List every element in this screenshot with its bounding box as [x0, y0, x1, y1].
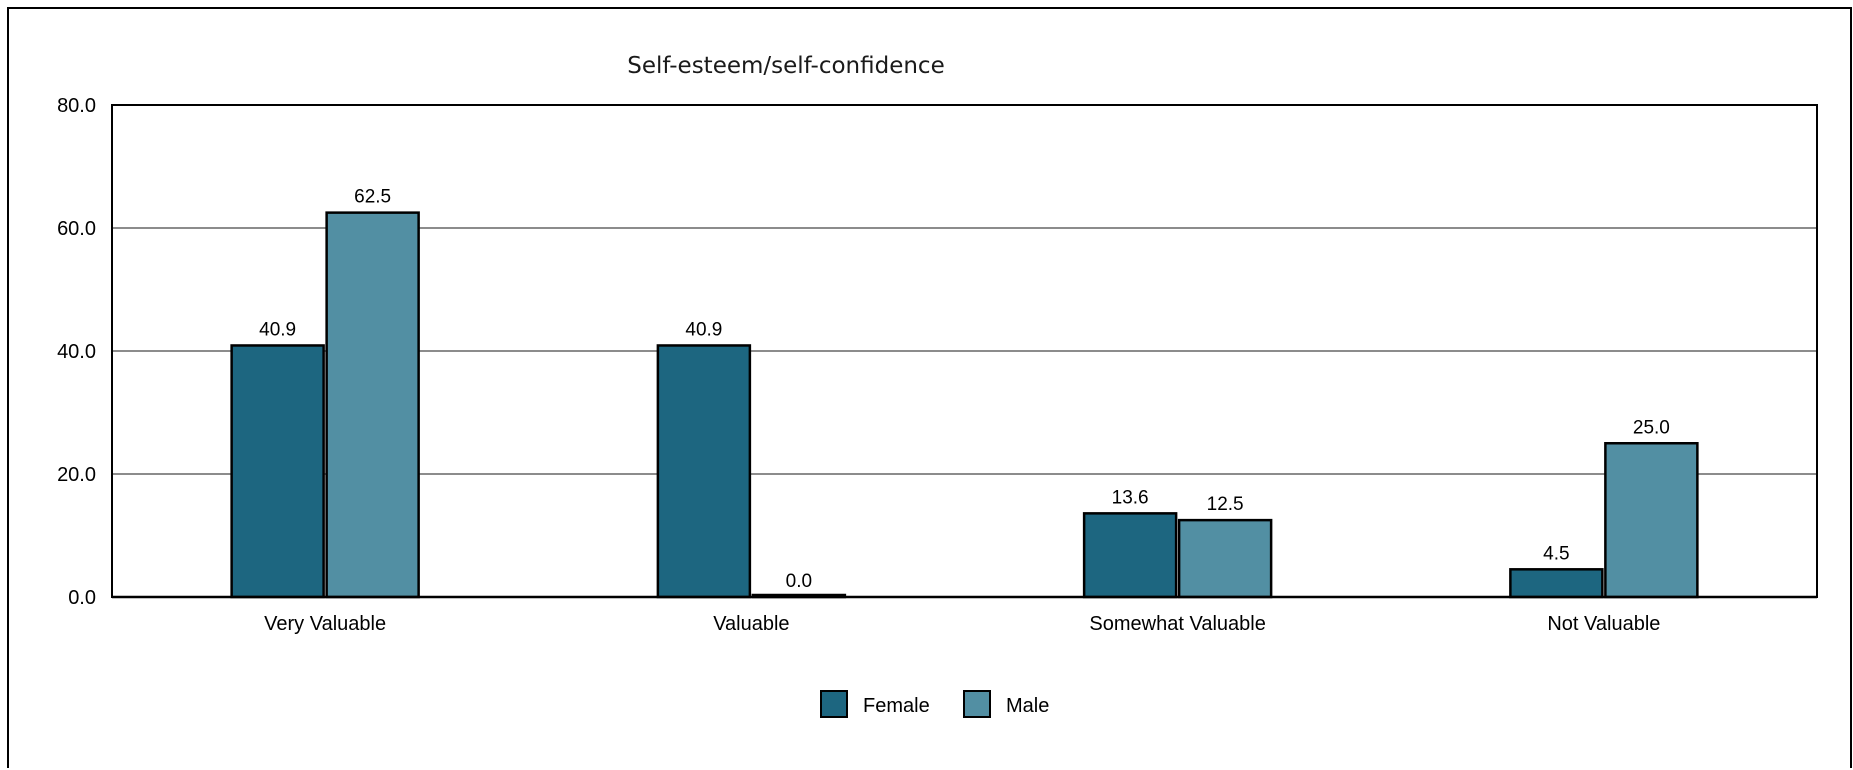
chart-title: Self-esteem/self-confidence: [627, 53, 944, 79]
data-label: 62.5: [354, 187, 391, 208]
data-label: 0.0: [786, 571, 812, 592]
axes: [111, 104, 1818, 599]
chart-frame: Self-esteem/self-confidence 0.0 20.0 40.0 6…: [7, 7, 1852, 768]
legend-label-female: Female: [863, 695, 930, 717]
bar-male: [1604, 442, 1699, 599]
y-tick-label: 20.0: [57, 464, 96, 486]
x-tick-label: Valuable: [713, 613, 789, 635]
data-label: 40.9: [259, 319, 296, 340]
x-tick-label: Somewhat Valuable: [1089, 613, 1265, 635]
data-label: 4.5: [1543, 543, 1569, 564]
legend-swatch-male: [963, 690, 991, 718]
bar-female: [1509, 568, 1604, 599]
bar-male: [1177, 518, 1273, 599]
bar-male: [325, 211, 420, 599]
data-label: 13.6: [1112, 487, 1149, 508]
data-label: 12.5: [1207, 494, 1244, 515]
bar-chart: Self-esteem/self-confidence 0.0 20.0 40.0 6…: [57, 53, 1818, 718]
legend-label-male: Male: [1006, 695, 1049, 717]
labels: 0.0 20.0 40.0 60.0 80.0 40.9 62.5 Very Valuable…: [57, 95, 1670, 635]
x-tick-label: Not Valuable: [1547, 613, 1660, 635]
y-tick-label: 80.0: [57, 95, 96, 117]
x-tick-label: Very Valuable: [264, 613, 386, 635]
bar-female: [1082, 512, 1178, 599]
data-label: 40.9: [685, 319, 722, 340]
legend-swatch-female: [820, 690, 848, 718]
data-label: 25.0: [1633, 417, 1670, 438]
legend: Female Male: [820, 690, 1049, 718]
y-tick-label: 0.0: [68, 587, 96, 609]
y-tick-label: 40.0: [57, 341, 96, 363]
bar-female: [656, 344, 752, 599]
bar-female: [230, 344, 325, 599]
y-tick-label: 60.0: [57, 218, 96, 240]
bars: [230, 211, 1699, 599]
